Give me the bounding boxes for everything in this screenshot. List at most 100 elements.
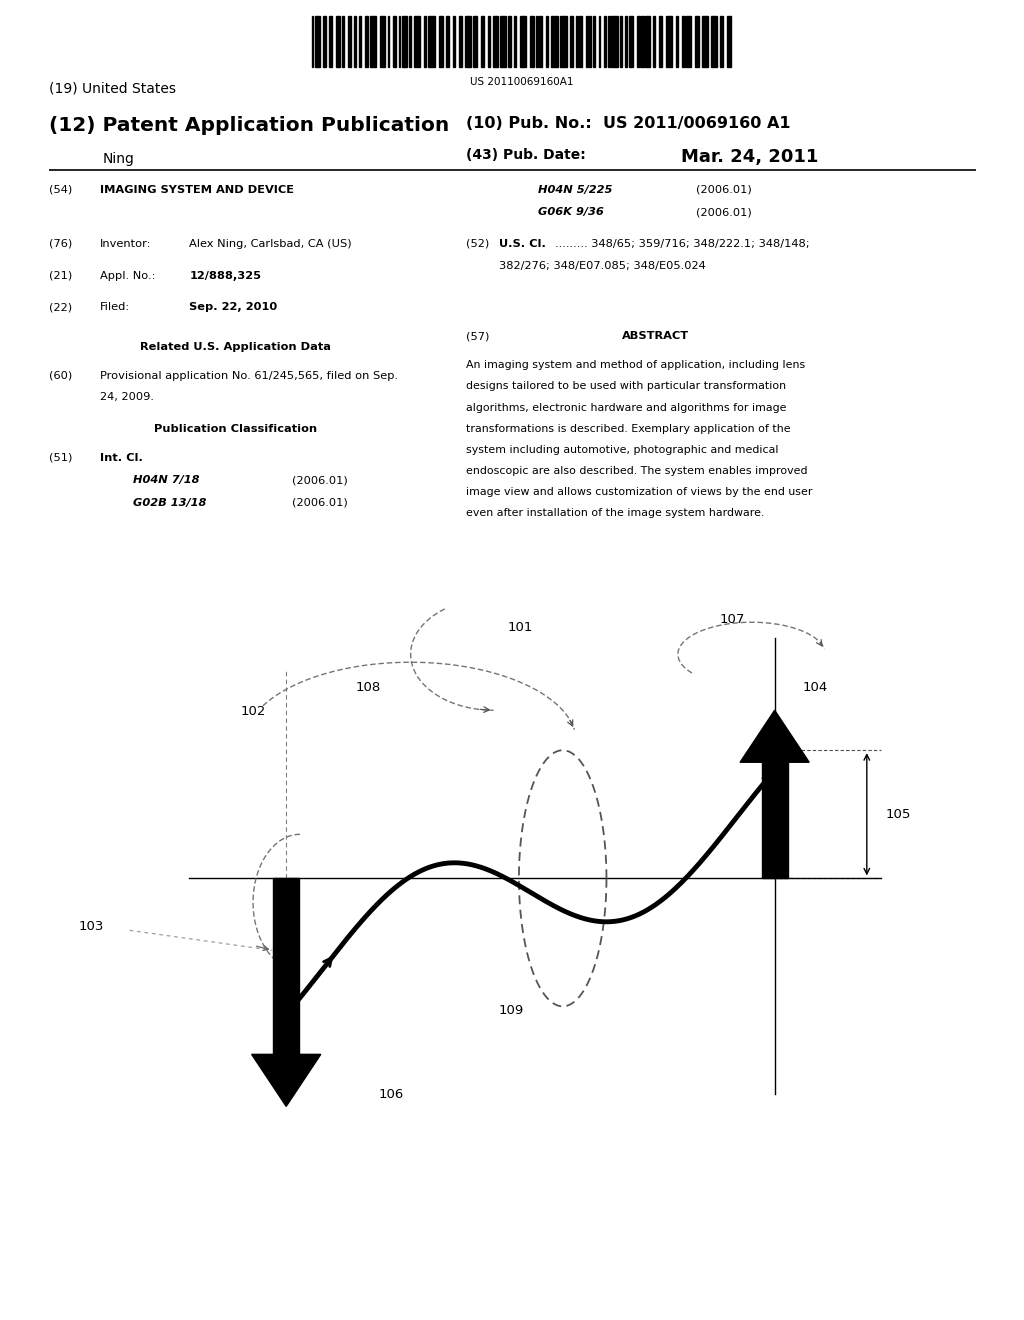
Bar — [473, 16, 477, 67]
Bar — [393, 16, 396, 67]
Text: US 20110069160A1: US 20110069160A1 — [470, 77, 574, 87]
Text: image view and allows customization of views by the end user: image view and allows customization of v… — [466, 487, 812, 498]
Bar — [580, 16, 582, 67]
Text: (52): (52) — [466, 239, 489, 249]
Bar — [380, 16, 385, 67]
Text: (43) Pub. Date:: (43) Pub. Date: — [466, 148, 586, 162]
Text: 109: 109 — [498, 1003, 523, 1016]
Text: even after installation of the image system hardware.: even after installation of the image sys… — [466, 508, 764, 519]
Bar — [438, 16, 443, 67]
Bar — [514, 16, 516, 67]
Bar — [604, 16, 605, 67]
Bar — [599, 16, 600, 67]
Bar — [586, 16, 588, 67]
Bar — [659, 16, 662, 67]
Text: An imaging system and method of application, including lens: An imaging system and method of applicat… — [466, 360, 805, 371]
Bar — [508, 16, 511, 67]
Text: Sep. 22, 2010: Sep. 22, 2010 — [189, 302, 278, 313]
Bar — [702, 16, 708, 67]
Bar — [686, 16, 690, 67]
Text: Alex Ning, Carlsbad, CA (US): Alex Ning, Carlsbad, CA (US) — [189, 239, 352, 249]
Text: (10) Pub. No.:  US 2011/0069160 A1: (10) Pub. No.: US 2011/0069160 A1 — [466, 116, 791, 131]
Text: (12) Patent Application Publication: (12) Patent Application Publication — [49, 116, 450, 135]
Text: IMAGING SYSTEM AND DEVICE: IMAGING SYSTEM AND DEVICE — [100, 185, 294, 195]
Text: 107: 107 — [720, 614, 744, 626]
Text: (2006.01): (2006.01) — [292, 475, 347, 486]
Bar — [424, 16, 426, 67]
Bar — [593, 16, 595, 67]
Text: Inventor:: Inventor: — [100, 239, 152, 249]
Text: (76): (76) — [49, 239, 73, 249]
Bar — [428, 16, 434, 67]
Bar — [570, 16, 572, 67]
Text: 108: 108 — [355, 681, 381, 694]
Bar — [666, 16, 673, 67]
Bar — [488, 16, 489, 67]
Bar — [637, 16, 640, 67]
Text: (2006.01): (2006.01) — [696, 207, 752, 218]
Bar — [551, 16, 558, 67]
Bar — [366, 16, 368, 67]
Bar — [388, 16, 389, 67]
Bar — [608, 16, 609, 67]
Text: Related U.S. Application Data: Related U.S. Application Data — [140, 342, 331, 352]
Bar — [402, 16, 407, 67]
Bar — [336, 16, 340, 67]
Text: 101: 101 — [508, 622, 532, 634]
Text: designs tailored to be used with particular transformation: designs tailored to be used with particu… — [466, 381, 786, 392]
Text: (21): (21) — [49, 271, 73, 281]
Bar — [575, 16, 578, 67]
Text: Publication Classification: Publication Classification — [154, 424, 317, 434]
Text: 103: 103 — [79, 920, 104, 933]
Bar — [348, 16, 351, 67]
Bar — [330, 16, 332, 67]
Text: (2006.01): (2006.01) — [696, 185, 752, 195]
Text: Int. Cl.: Int. Cl. — [100, 453, 143, 463]
Text: 105: 105 — [886, 808, 910, 821]
Bar — [453, 16, 455, 67]
Bar — [682, 16, 685, 67]
Bar — [762, 750, 787, 878]
Bar — [645, 16, 649, 67]
Bar — [641, 16, 643, 67]
Bar — [445, 16, 450, 67]
Bar — [370, 16, 376, 67]
Bar — [315, 16, 321, 67]
Text: (22): (22) — [49, 302, 73, 313]
Text: 382/276; 348/E07.085; 348/E05.024: 382/276; 348/E07.085; 348/E05.024 — [499, 261, 706, 272]
Bar — [358, 16, 361, 67]
Bar — [354, 16, 356, 67]
Bar — [414, 16, 420, 67]
Text: (2006.01): (2006.01) — [292, 498, 347, 508]
Bar — [410, 16, 411, 67]
Bar — [460, 16, 462, 67]
Text: Appl. No.:: Appl. No.: — [100, 271, 156, 281]
Bar — [711, 16, 717, 67]
Bar — [546, 16, 548, 67]
Bar — [540, 16, 542, 67]
Text: 104: 104 — [803, 681, 827, 694]
Text: 24, 2009.: 24, 2009. — [100, 392, 155, 403]
Bar — [676, 16, 678, 67]
Text: G06K 9/36: G06K 9/36 — [538, 207, 603, 218]
Text: (60): (60) — [49, 371, 73, 381]
Text: Mar. 24, 2011: Mar. 24, 2011 — [681, 148, 818, 166]
Text: Filed:: Filed: — [100, 302, 131, 313]
Text: 102: 102 — [240, 705, 265, 718]
FancyArrow shape — [252, 1055, 321, 1106]
Bar — [465, 16, 471, 67]
Text: transformations is described. Exemplary application of the: transformations is described. Exemplary … — [466, 424, 791, 434]
Bar — [273, 878, 299, 1071]
Text: 12/888,325: 12/888,325 — [189, 271, 261, 281]
Text: ......... 348/65; 359/716; 348/222.1; 348/148;: ......... 348/65; 359/716; 348/222.1; 34… — [555, 239, 810, 249]
Text: ABSTRACT: ABSTRACT — [622, 331, 689, 342]
Text: algorithms, electronic hardware and algorithms for image: algorithms, electronic hardware and algo… — [466, 403, 786, 413]
Text: (51): (51) — [49, 453, 73, 463]
Text: (57): (57) — [466, 331, 489, 342]
Text: H04N 7/18: H04N 7/18 — [133, 475, 200, 486]
Bar — [520, 16, 526, 67]
Bar — [530, 16, 534, 67]
Text: system including automotive, photographic and medical: system including automotive, photographi… — [466, 445, 778, 455]
Bar — [625, 16, 627, 67]
Bar — [611, 16, 617, 67]
